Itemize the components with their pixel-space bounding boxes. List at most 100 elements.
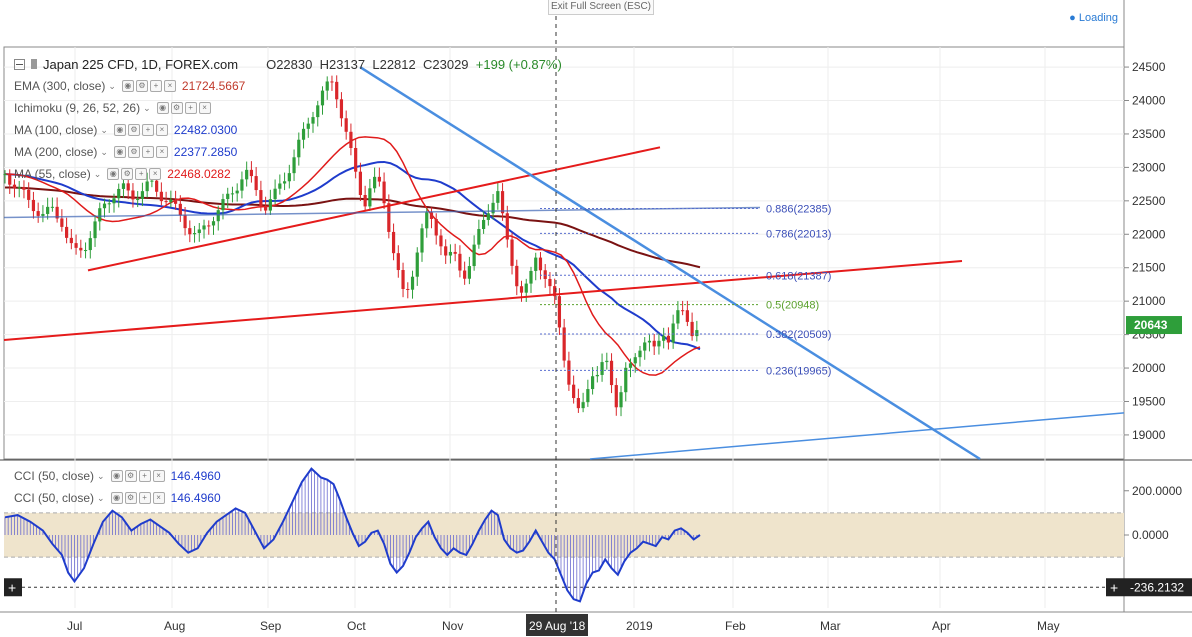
- candle-body: [192, 233, 197, 235]
- indicator-row[interactable]: MA (200, close) ⌄ ◉ ⚙ + × 22377.2850: [14, 141, 562, 163]
- eye-icon[interactable]: ◉: [121, 80, 134, 92]
- indicator-controls[interactable]: ◉ ⚙ + ×: [156, 102, 211, 114]
- plus-icon[interactable]: +: [138, 492, 151, 504]
- indicator-controls[interactable]: ◉ ⚙ + ×: [110, 492, 165, 504]
- indicator-value: 146.4960: [170, 469, 221, 483]
- time-tick-label: Aug: [164, 619, 185, 633]
- chevron-down-icon[interactable]: ⌄: [97, 470, 105, 481]
- cci-legend-row[interactable]: CCI (50, close) ⌄ ◉ ⚙ + × 146.4960: [14, 487, 221, 509]
- eye-icon[interactable]: ◉: [107, 168, 120, 180]
- candle-body: [420, 228, 424, 253]
- price-tick-label: 22000: [1132, 227, 1166, 241]
- candle-body: [335, 81, 339, 100]
- time-tick-label: Apr: [932, 619, 951, 633]
- gear-icon[interactable]: ⚙: [124, 492, 137, 504]
- candle-body: [410, 276, 415, 290]
- time-tick-label: 2019: [626, 619, 653, 633]
- candle-body: [567, 360, 571, 385]
- chevron-down-icon[interactable]: ⌄: [100, 124, 108, 135]
- candle-body: [472, 244, 476, 267]
- indicator-controls[interactable]: ◉ ⚙ + ×: [113, 146, 168, 158]
- candle-body: [458, 253, 462, 271]
- indicator-controls[interactable]: ◉ ⚙ + ×: [121, 80, 176, 92]
- indicator-name: CCI (50, close): [14, 469, 95, 483]
- close-icon[interactable]: ×: [155, 124, 168, 136]
- close-icon[interactable]: ×: [152, 470, 165, 482]
- candle-body: [619, 392, 623, 408]
- candle-body: [83, 250, 88, 252]
- candle-body: [373, 176, 377, 189]
- candle-body: [524, 283, 528, 293]
- candle-body: [249, 169, 254, 177]
- close-icon[interactable]: ×: [155, 146, 168, 158]
- chevron-down-icon[interactable]: ⌄: [97, 492, 105, 503]
- indicator-row[interactable]: MA (55, close) ⌄ ◉ ⚙ + × 22468.0282: [14, 163, 562, 185]
- candle-body: [202, 225, 206, 230]
- candle-body: [211, 221, 216, 226]
- plus-icon[interactable]: +: [149, 80, 162, 92]
- indicator-name: EMA (300, close): [14, 79, 106, 93]
- indicator-controls[interactable]: ◉ ⚙ + ×: [107, 168, 162, 180]
- close-icon[interactable]: ×: [198, 102, 211, 114]
- chevron-down-icon[interactable]: ⌄: [93, 168, 102, 179]
- candle-body: [448, 251, 453, 256]
- candle-body: [676, 310, 680, 324]
- plus-icon[interactable]: +: [141, 124, 154, 136]
- gear-icon[interactable]: ⚙: [170, 102, 183, 114]
- indicator-row[interactable]: EMA (300, close) ⌄ ◉ ⚙ + × 21724.5667: [14, 75, 562, 97]
- price-tick-label: 20000: [1132, 361, 1166, 375]
- plus-icon[interactable]: +: [141, 146, 154, 158]
- candle-body: [273, 188, 277, 200]
- plus-icon[interactable]: +: [138, 470, 151, 482]
- plus-icon[interactable]: +: [135, 168, 148, 180]
- indicator-name: CCI (50, close): [14, 491, 95, 505]
- indicator-row[interactable]: Ichimoku (9, 26, 52, 26) ⌄ ◉ ⚙ + ×: [14, 97, 562, 119]
- gear-icon[interactable]: ⚙: [121, 168, 134, 180]
- indicator-row[interactable]: MA (100, close) ⌄ ◉ ⚙ + × 22482.0300: [14, 119, 562, 141]
- ohlc-open: O22830: [266, 56, 313, 72]
- gear-icon[interactable]: ⚙: [127, 124, 140, 136]
- time-tick-label: Sep: [260, 619, 282, 633]
- price-tick-label: 24500: [1132, 60, 1166, 74]
- candle-body: [12, 184, 17, 189]
- candle-body: [548, 278, 552, 287]
- close-icon[interactable]: ×: [152, 492, 165, 504]
- indicator-name: MA (100, close): [14, 123, 98, 137]
- candle-body: [652, 340, 656, 347]
- gear-icon[interactable]: ⚙: [124, 470, 137, 482]
- candle-body: [609, 360, 614, 386]
- candle-body: [600, 362, 604, 375]
- indicator-value: 146.4960: [170, 491, 221, 505]
- eye-icon[interactable]: ◉: [113, 146, 126, 158]
- red-upper-trendline: [87, 146, 661, 272]
- indicator-value: 21724.5667: [181, 79, 246, 93]
- candle-body: [543, 270, 547, 279]
- candle-body: [159, 191, 163, 202]
- eye-icon[interactable]: ◉: [110, 470, 123, 482]
- indicator-controls[interactable]: ◉ ⚙ + ×: [113, 124, 168, 136]
- chevron-down-icon[interactable]: ⌄: [108, 80, 116, 91]
- eye-icon[interactable]: ◉: [156, 102, 169, 114]
- plus-icon[interactable]: +: [184, 102, 197, 114]
- candle-body: [117, 188, 121, 199]
- collapse-icon[interactable]: [14, 58, 25, 70]
- gear-icon[interactable]: ⚙: [127, 146, 140, 158]
- indicator-value: 22468.0282: [167, 167, 231, 181]
- candle-body: [349, 131, 353, 148]
- eye-icon[interactable]: ◉: [110, 492, 123, 504]
- chevron-down-icon[interactable]: ⌄: [100, 146, 108, 157]
- candle-body: [391, 231, 396, 254]
- indicator-controls[interactable]: ◉ ⚙ + ×: [110, 470, 165, 482]
- gear-icon[interactable]: ⚙: [135, 80, 148, 92]
- symbol-title: Japan 225 CFD, 1D, FOREX.com: [43, 56, 239, 72]
- eye-icon[interactable]: ◉: [113, 124, 126, 136]
- indicator-name: MA (55, close): [14, 167, 91, 181]
- chevron-down-icon[interactable]: ⌄: [143, 102, 151, 113]
- close-icon[interactable]: ×: [149, 168, 162, 180]
- close-icon[interactable]: ×: [163, 80, 176, 92]
- exit-fullscreen-button[interactable]: Exit Full Screen (ESC): [548, 0, 654, 15]
- candle-body: [88, 238, 92, 251]
- cci-legend-row[interactable]: CCI (50, close) ⌄ ◉ ⚙ + × 146.4960: [14, 465, 221, 487]
- price-tick-label: 19000: [1132, 428, 1166, 442]
